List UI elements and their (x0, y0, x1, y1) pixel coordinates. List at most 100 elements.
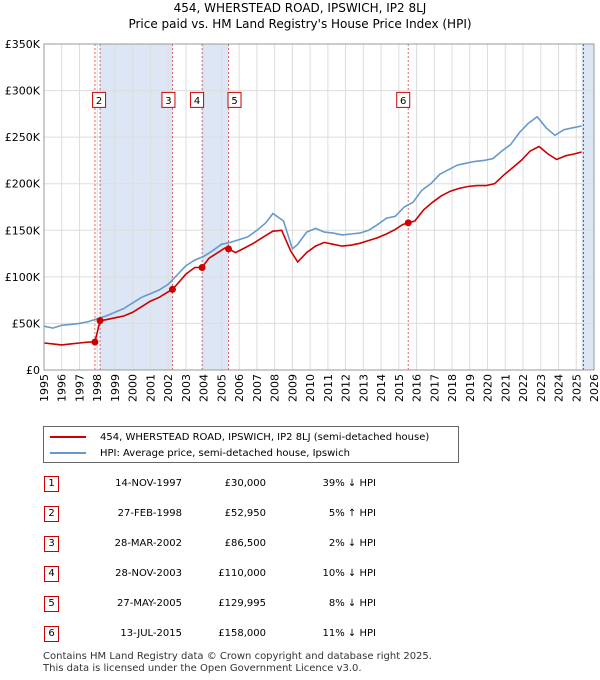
sale-hpi-diff: 10% ↓ HPI (322, 568, 376, 579)
sale-hpi-diff: 11% ↓ HPI (322, 628, 376, 639)
sale-number-badge: 6 (44, 626, 59, 642)
x-tick-label: 2018 (446, 374, 459, 402)
sale-number-box-label: 3 (165, 96, 171, 107)
sale-date: 28-NOV-2003 (115, 568, 182, 579)
x-tick-label: 2013 (357, 374, 370, 402)
x-tick-label: 2014 (375, 374, 388, 402)
y-tick-label: £150K (5, 224, 41, 237)
sale-hpi-diff: 2% ↓ HPI (328, 538, 376, 549)
x-tick-label: 2016 (411, 374, 424, 402)
x-tick-label: 2021 (499, 374, 512, 402)
sale-price: £110,000 (218, 568, 266, 579)
sale-number-box-label: 2 (96, 96, 102, 107)
sale-date: 13-JUL-2015 (120, 628, 182, 639)
sale-date: 28-MAR-2002 (114, 538, 182, 549)
x-tick-label: 2001 (144, 374, 157, 402)
x-tick-label: 2012 (340, 374, 353, 402)
x-tick-label: 2004 (198, 374, 211, 402)
x-tick-label: 2011 (322, 374, 335, 402)
price-chart: £0 £50K £100K £150K £200K £250K £300K £350K 1995… (5, 38, 600, 402)
sale-number-box (92, 91, 107, 108)
plot-border (43, 43, 595, 371)
y-tick-label: £350K (5, 38, 41, 51)
x-tick-label: 2024 (553, 374, 566, 402)
sale-number-badge: 3 (44, 536, 59, 552)
x-tick-label: 2020 (482, 374, 495, 402)
x-tick-label: 2017 (428, 374, 441, 402)
y-tick-label: £300K (5, 85, 41, 98)
sale-price: £30,000 (224, 478, 266, 489)
x-tick-label: 1996 (56, 374, 69, 402)
sale-point (198, 264, 206, 272)
chart-legend: 454, WHERSTEAD ROAD, IPSWICH, IP2 8LJ (s… (43, 426, 459, 463)
x-tick-label: 2005 (215, 374, 228, 402)
sale-date: 27-MAY-2005 (116, 598, 182, 609)
x-tick-label: 2015 (393, 374, 406, 402)
shaded-period (202, 44, 229, 370)
x-tick-label: 2002 (162, 374, 175, 402)
sale-hpi-diff: 39% ↓ HPI (322, 478, 376, 489)
table-row: 6 13-JUL-2015 £158,000 11% ↓ HPI (0, 626, 600, 646)
x-tick-label: 2003 (180, 374, 193, 402)
y-tick-label: £200K (5, 178, 41, 191)
x-tick-label: 2008 (269, 374, 282, 402)
hpi-series-line (43, 115, 582, 329)
sale-point (168, 285, 176, 293)
sale-number-box (161, 91, 176, 108)
sale-price: £129,995 (218, 598, 266, 609)
table-row: 4 28-NOV-2003 £110,000 10% ↓ HPI (0, 566, 600, 586)
sale-number-badge: 2 (44, 506, 59, 522)
shaded-period (100, 44, 173, 370)
x-tick-label: 2006 (233, 374, 246, 402)
sale-number-box (190, 91, 205, 108)
sale-point (96, 317, 104, 325)
property-series-line (43, 145, 582, 346)
legend-label-property: 454, WHERSTEAD ROAD, IPSWICH, IP2 8LJ (s… (100, 431, 430, 443)
sale-hpi-diff: 5% ↑ HPI (328, 508, 376, 519)
legend-line-property (50, 436, 86, 438)
x-tick-label: 2010 (304, 374, 317, 402)
legend-item-property: 454, WHERSTEAD ROAD, IPSWICH, IP2 8LJ (s… (50, 430, 429, 444)
legend-item-hpi: HPI: Average price, semi-detached house,… (50, 446, 350, 460)
sale-price: £158,000 (218, 628, 266, 639)
shaded-period (581, 44, 594, 370)
x-tick-label: 2023 (535, 374, 548, 402)
sale-number-box-label: 5 (231, 96, 237, 107)
y-tick-label: £0 (26, 364, 40, 377)
x-tick-label: 1998 (91, 374, 104, 402)
x-tick-label: 2026 (588, 374, 600, 402)
x-tick-label: 1999 (109, 374, 122, 402)
x-tick-label: 2022 (517, 374, 530, 402)
sale-number-box-label: 4 (194, 96, 200, 107)
legend-label-hpi: HPI: Average price, semi-detached house,… (100, 447, 350, 459)
sale-point (404, 219, 412, 227)
footer-licence: This data is licensed under the Open Gov… (43, 663, 362, 674)
x-tick-label: 2009 (286, 374, 299, 402)
x-tick-label: 2025 (570, 374, 583, 402)
footer-copyright: Contains HM Land Registry data © Crown c… (43, 651, 432, 662)
chart-title-address: 454, WHERSTEAD ROAD, IPSWICH, IP2 8LJ (173, 1, 427, 15)
table-row: 2 27-FEB-1998 £52,950 5% ↑ HPI (0, 506, 600, 526)
sale-number-badge: 1 (44, 476, 59, 492)
y-tick-label: £100K (5, 271, 41, 284)
y-tick-label: £50K (12, 317, 41, 330)
table-row: 5 27-MAY-2005 £129,995 8% ↓ HPI (0, 596, 600, 616)
sale-price: £86,500 (224, 538, 266, 549)
y-tick-label: £250K (5, 131, 41, 144)
x-tick-label: 2000 (127, 374, 140, 402)
sale-hpi-diff: 8% ↓ HPI (328, 598, 376, 609)
x-tick-label: 2019 (464, 374, 477, 402)
sale-price: £52,950 (224, 508, 266, 519)
sale-number-box (396, 91, 411, 108)
chart-subtitle: Price paid vs. HM Land Registry's House … (128, 17, 472, 31)
table-row: 1 14-NOV-1997 £30,000 39% ↓ HPI (0, 476, 600, 496)
sale-number-box-label: 6 (400, 96, 406, 107)
sale-date: 27-FEB-1998 (117, 508, 182, 519)
sale-point (225, 245, 233, 253)
x-tick-label: 1997 (73, 374, 86, 402)
legend-line-hpi (50, 452, 86, 454)
sale-number-badge: 5 (44, 596, 59, 612)
x-tick-label: 2007 (251, 374, 264, 402)
x-tick-label: 1995 (38, 374, 51, 402)
sale-point (91, 338, 99, 346)
